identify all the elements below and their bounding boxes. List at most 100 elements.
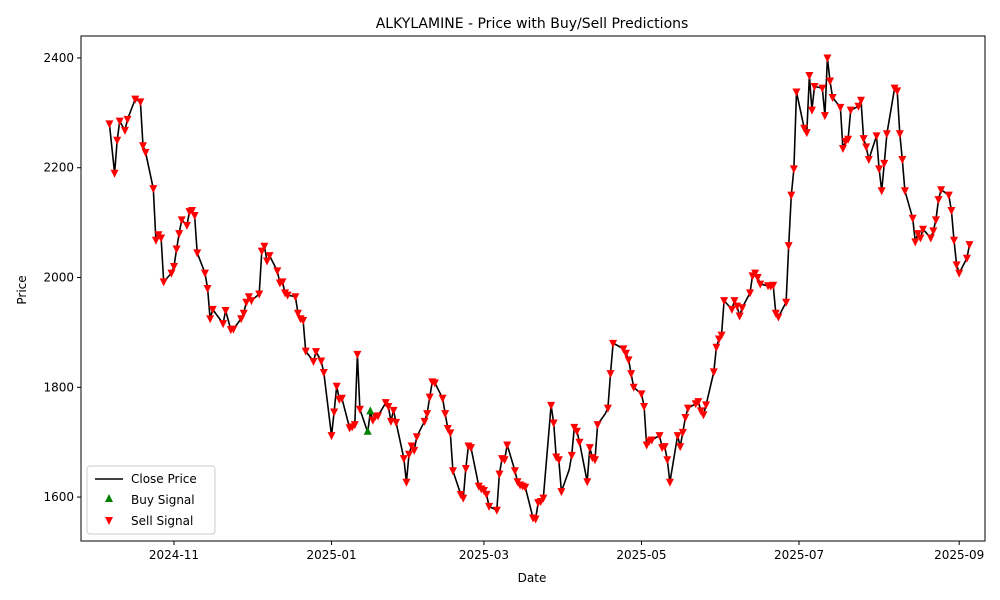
- sell-signal-marker: [947, 207, 956, 216]
- sell-signal-marker: [694, 398, 703, 407]
- sell-signal-marker: [727, 305, 736, 314]
- sell-signal-marker: [330, 408, 339, 417]
- sell-signal-marker: [547, 401, 556, 410]
- sell-signal-marker: [624, 356, 633, 365]
- sell-signal-marker: [609, 339, 618, 348]
- sell-signal-marker: [854, 102, 863, 111]
- sell-signal-marker: [260, 242, 269, 251]
- sell-signal-marker: [237, 315, 246, 324]
- sell-signal-marker: [717, 331, 726, 340]
- y-tick-label: 1600: [43, 490, 74, 504]
- sell-signal-marker: [485, 502, 494, 511]
- sell-signal-marker: [239, 309, 248, 318]
- sell-signal-marker: [583, 478, 592, 487]
- sell-signal-marker: [219, 320, 228, 329]
- sell-signal-marker: [931, 216, 940, 225]
- sell-signal-marker: [531, 515, 540, 524]
- sell-signal-marker: [221, 306, 230, 315]
- sell-signal-marker: [818, 84, 827, 93]
- sell-signal-marker: [937, 186, 946, 195]
- sell-signal-marker: [190, 211, 199, 220]
- sell-signal-marker: [823, 54, 832, 63]
- sell-signal-marker: [312, 348, 321, 357]
- sell-signal-marker: [257, 247, 266, 256]
- sell-signal-marker: [208, 305, 217, 314]
- sell-signal-marker: [405, 450, 414, 459]
- sell-signal-marker: [844, 135, 853, 144]
- sell-signal-marker: [769, 281, 778, 290]
- sell-signal-marker: [131, 95, 140, 104]
- sell-signal-marker: [640, 403, 649, 412]
- sell-signal-marker: [188, 207, 197, 216]
- y-axis: 1600 1800 2000 2200 2400: [43, 51, 81, 504]
- sell-signal-marker: [113, 136, 122, 145]
- sell-signal-marker: [745, 289, 754, 298]
- sell-signal-marker: [838, 145, 847, 154]
- sell-signal-marker: [293, 309, 302, 318]
- sell-signal-marker: [177, 216, 186, 225]
- sell-signal-marker: [420, 417, 429, 426]
- x-tick-label: 2024-11: [149, 548, 199, 562]
- sell-signal-marker: [880, 159, 889, 168]
- sell-signal-marker: [159, 278, 168, 287]
- legend-sell-label: Sell Signal: [131, 514, 193, 528]
- buy-signal-marker: [363, 426, 372, 435]
- sell-signal-marker: [229, 325, 238, 334]
- sell-signal-marker: [283, 291, 292, 300]
- sell-signal-marker: [882, 130, 891, 139]
- sell-signal-marker: [500, 456, 509, 465]
- sell-signal-marker: [446, 429, 455, 438]
- x-tick-label: 2025-05: [616, 548, 666, 562]
- sell-signal-marker: [138, 142, 147, 151]
- sell-signal-marker: [407, 442, 416, 451]
- sell-signal-marker: [702, 401, 711, 410]
- sell-signal-marker: [934, 196, 943, 205]
- sell-signal-marker: [374, 412, 383, 421]
- sell-signal-marker: [916, 234, 925, 243]
- sell-signal-marker: [919, 225, 928, 234]
- sell-signal-marker: [410, 446, 419, 455]
- sell-signal-marker: [554, 456, 563, 465]
- sell-signal-marker: [629, 383, 638, 392]
- sell-signal-marker: [926, 234, 935, 243]
- sell-signal-marker: [309, 358, 318, 367]
- sell-signal-marker: [619, 345, 628, 354]
- legend-close-label: Close Price: [131, 472, 197, 486]
- sell-signal-marker: [805, 72, 814, 81]
- sell-signal-marker: [291, 293, 300, 302]
- sell-signal-marker: [172, 245, 181, 254]
- sell-signal-marker: [875, 165, 884, 174]
- sell-signal-marker: [123, 115, 132, 124]
- sell-signal-marker: [676, 443, 685, 452]
- x-tick-label: 2025-09: [934, 548, 984, 562]
- sell-signal-marker: [637, 390, 646, 399]
- sell-signal-marker: [425, 393, 434, 402]
- x-tick-label: 2025-01: [306, 548, 356, 562]
- sell-signal-marker: [350, 421, 359, 430]
- sell-signal-marker: [193, 249, 202, 258]
- sell-signal-marker: [182, 221, 191, 230]
- sell-signal-marker: [802, 129, 811, 138]
- sell-signal-marker: [539, 494, 548, 503]
- y-tick-label: 2200: [43, 161, 74, 175]
- sell-signal-marker: [567, 451, 576, 460]
- sell-signal-marker: [800, 124, 809, 133]
- sell-signal-marker: [448, 467, 457, 476]
- sell-signal-marker: [423, 410, 432, 419]
- sell-signal-marker: [317, 357, 326, 366]
- sell-signal-marker: [681, 413, 690, 422]
- sell-signal-marker: [663, 456, 672, 465]
- sell-signal-marker: [660, 443, 669, 452]
- sell-signal-marker: [120, 126, 129, 135]
- sell-signal-marker: [751, 269, 760, 278]
- sell-signal-marker: [492, 506, 501, 515]
- sell-signal-marker: [355, 405, 364, 414]
- sell-signal-marker: [753, 274, 762, 283]
- sell-signal-marker: [683, 404, 692, 413]
- sell-signal-marker: [175, 230, 184, 239]
- sell-signal-marker: [247, 297, 256, 306]
- sell-signal-marker: [857, 96, 866, 105]
- sell-signal-marker: [255, 290, 264, 299]
- sell-signal-marker: [738, 304, 747, 313]
